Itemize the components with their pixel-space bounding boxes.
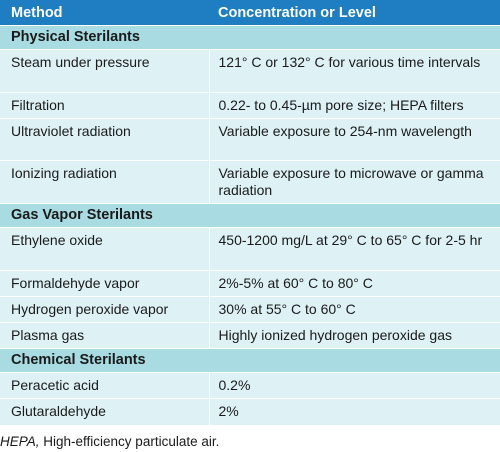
table-row: Glutaraldehyde 2% [0, 398, 500, 425]
level-cell: 0.22- to 0.45-µm pore size; HEPA filters [208, 92, 500, 119]
method-cell: Glutaraldehyde [0, 398, 209, 425]
section-title: Gas Vapor Sterilants [0, 203, 500, 228]
method-cell: Ultraviolet radiation [0, 118, 209, 161]
method-cell: Ethylene oxide [0, 227, 209, 271]
table-header-row: Method Concentration or Level [0, 0, 500, 26]
footnote-text: High-efficiency particulate air. [39, 434, 220, 449]
table-row: Hydrogen peroxide vapor 30% at 55° C to … [0, 296, 500, 323]
column-header-method: Method [0, 0, 209, 26]
level-cell: Highly ionized hydrogen peroxide gas [208, 322, 500, 349]
level-cell: 0.2% [208, 372, 500, 399]
column-header-concentration: Concentration or Level [209, 0, 500, 26]
level-cell: 2%-5% at 60° C to 80° C [208, 270, 500, 297]
section-row-gas-vapor-sterilants: Gas Vapor Sterilants [0, 203, 500, 228]
method-cell: Hydrogen peroxide vapor [0, 296, 209, 323]
level-cell: 450-1200 mg/L at 29° C to 65° C for 2-5 … [208, 227, 500, 271]
method-cell: Formaldehyde vapor [0, 270, 209, 297]
level-cell: 2% [208, 398, 500, 425]
section-title: Physical Sterilants [0, 25, 500, 50]
method-cell: Steam under pressure [0, 49, 209, 93]
level-cell: 30% at 55° C to 60° C [208, 296, 500, 323]
sterilants-table: Method Concentration or Level Physical S… [0, 0, 500, 425]
table-row: Ultraviolet radiation Variable exposure … [0, 118, 500, 161]
section-title: Chemical Sterilants [0, 348, 500, 373]
table-row: Ionizing radiation Variable exposure to … [0, 160, 500, 204]
method-cell: Plasma gas [0, 322, 209, 349]
method-cell: Ionizing radiation [0, 160, 209, 204]
table-row: Peracetic acid 0.2% [0, 372, 500, 399]
section-row-chemical-sterilants: Chemical Sterilants [0, 348, 500, 373]
table-row: Ethylene oxide 450-1200 mg/L at 29° C to… [0, 227, 500, 271]
level-cell: 121° C or 132° C for various time interv… [208, 49, 500, 93]
footnote-abbreviation: HEPA, [0, 434, 40, 449]
table-row: Formaldehyde vapor 2%-5% at 60° C to 80°… [0, 270, 500, 297]
level-cell: Variable exposure to 254-nm wavelength [208, 118, 500, 161]
table-row: Plasma gas Highly ionized hydrogen perox… [0, 322, 500, 349]
section-row-physical-sterilants: Physical Sterilants [0, 25, 500, 50]
level-cell: Variable exposure to microwave or gamma … [208, 160, 500, 204]
method-cell: Filtration [0, 92, 209, 119]
table-row: Filtration 0.22- to 0.45-µm pore size; H… [0, 92, 500, 119]
table-row: Steam under pressure 121° C or 132° C fo… [0, 49, 500, 93]
table-footnote: HEPA, High-efficiency particulate air. [0, 434, 219, 450]
method-cell: Peracetic acid [0, 372, 209, 399]
